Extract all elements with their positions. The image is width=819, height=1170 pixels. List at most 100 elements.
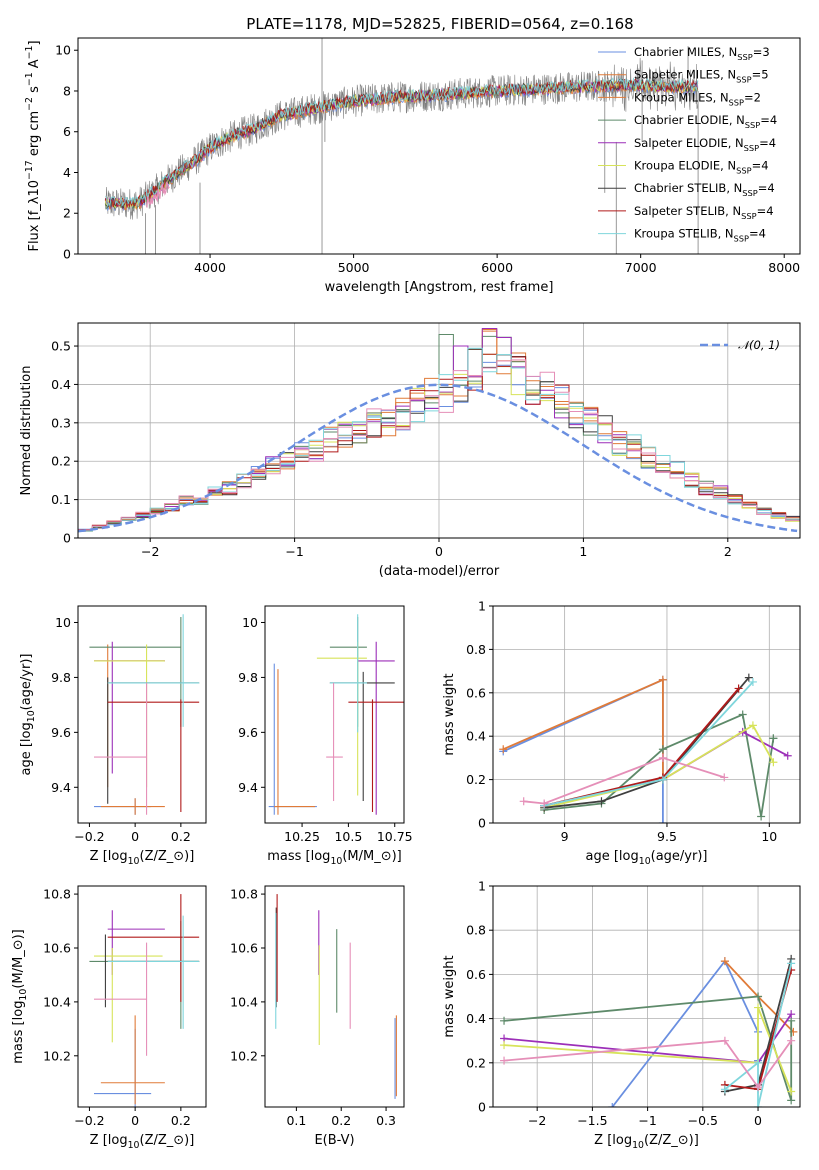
plot-area — [499, 673, 792, 823]
y-tick-label: 9.8 — [238, 670, 258, 685]
y-tick-label: 0.2 — [51, 454, 71, 469]
y-tick-label: 2 — [63, 206, 71, 221]
plot-area — [89, 614, 200, 815]
legend-label: Kroupa MILES, NSSP=2 — [634, 90, 761, 107]
weight-marker — [720, 773, 729, 782]
weight-marker — [720, 1085, 729, 1094]
weight-marker — [597, 797, 606, 806]
weight-marker — [608, 1103, 617, 1107]
weight-marker — [519, 797, 528, 806]
x-tick-label: 0 — [131, 1113, 139, 1128]
weight-marker — [734, 684, 743, 693]
weight-marker — [738, 710, 747, 719]
weight-line — [544, 730, 789, 807]
y-tick-label: 9.8 — [51, 670, 71, 685]
x-tick-label: 5000 — [338, 260, 370, 275]
x-tick-label: 9 — [561, 829, 569, 844]
y-tick-label: 8 — [63, 83, 71, 98]
y-tick-label: 0.2 — [466, 1055, 486, 1070]
panel-mass_vs_age: 10.25 10.5 10.75 9.4 9.6 9.8 10 mass [log10(M/M… — [238, 605, 413, 867]
x-tick-label: −0.5 — [688, 1113, 718, 1128]
x-tick-label: 6000 — [481, 260, 513, 275]
y-tick-label: 10.4 — [43, 994, 71, 1009]
y-tick-label: 0 — [63, 247, 71, 262]
x-tick-label: 0.2 — [331, 1113, 351, 1128]
panel-age_weight: 9 9.5 10 0 0.2 0.4 0.6 0.8 1 age [log10(age/yr)] m… — [442, 599, 801, 867]
x-tick-label: 8000 — [768, 260, 800, 275]
y-tick-label: 0.5 — [51, 339, 71, 354]
y-axis-label: Normed distribution — [19, 366, 34, 496]
x-tick-label: 10.5 — [334, 829, 362, 844]
weight-line — [502, 678, 664, 778]
weight-marker — [757, 812, 766, 821]
x-axis-label: Z [log10(Z/Z_⊙)] — [90, 849, 195, 867]
weight-marker — [787, 1087, 796, 1096]
weight-marker — [754, 1103, 763, 1107]
weight-marker — [500, 1056, 509, 1065]
weight-marker — [658, 753, 667, 762]
legend: Chabrier MILES, NSSP=3 Salpeter MILES, NS… — [598, 45, 777, 244]
weight-marker — [787, 1096, 796, 1105]
y-tick-label: 0.4 — [466, 1011, 486, 1026]
histogram-step — [78, 347, 800, 532]
legend-label: Kroupa ELODIE, NSSP=4 — [634, 159, 769, 176]
x-tick-label: 9.5 — [657, 829, 677, 844]
y-tick-label: 0 — [63, 531, 71, 546]
x-axis-label: age [log10(age/yr)] — [586, 849, 708, 867]
axes-frame — [492, 605, 801, 824]
y-tick-label: 10.6 — [43, 940, 71, 955]
y-axis-label: mass weight — [442, 955, 457, 1037]
axes-frame — [492, 885, 801, 1108]
x-tick-label: −1.5 — [577, 1113, 607, 1128]
x-axis-label: E(B-V) — [314, 1133, 354, 1148]
x-tick-label: 0.3 — [376, 1113, 396, 1128]
weight-marker — [787, 959, 796, 968]
y-tick-label: 0.2 — [466, 772, 486, 787]
weight-marker — [748, 677, 757, 686]
weight-marker — [769, 758, 778, 767]
weight-line — [544, 677, 750, 809]
y-tick-label: 9.6 — [51, 725, 71, 740]
legend-label: Kroupa STELIB, NSSP=4 — [634, 227, 766, 244]
y-tick-label: 4 — [63, 165, 71, 180]
y-axis-label: Flux [f_λ10−17 erg cm−2 s−1 A−1] — [24, 40, 42, 251]
y-tick-label: 10.2 — [230, 1048, 258, 1063]
legend-label: Salpeter STELIB, NSSP=4 — [634, 204, 774, 221]
panel-residuals: −2 −1 0 1 2 0 0.1 0.2 0.3 0.4 0.5 (data-model)/erro… — [19, 322, 801, 579]
x-tick-label: 10 — [761, 829, 777, 844]
x-tick-label: 0.1 — [286, 1113, 306, 1128]
x-tick-label: 7000 — [625, 260, 657, 275]
y-tick-label: 9.4 — [51, 780, 71, 795]
x-tick-label: 0.2 — [171, 829, 191, 844]
y-tick-label: 0.8 — [466, 642, 486, 657]
weight-line — [523, 756, 725, 805]
weight-marker — [744, 673, 753, 682]
y-tick-label: 9.4 — [238, 780, 258, 795]
weight-line — [503, 1007, 793, 1092]
y-tick-label: 10 — [242, 615, 258, 630]
x-tick-label: 10.75 — [377, 829, 413, 844]
y-tick-label: 1 — [478, 599, 486, 614]
x-axis-label: (data-model)/error — [379, 564, 500, 579]
y-tick-label: 0.4 — [51, 377, 71, 392]
x-tick-label: 0.2 — [171, 1113, 191, 1128]
weight-marker — [500, 1016, 509, 1025]
weight-line — [543, 724, 775, 809]
x-axis-label: Z [log10(Z/Z_⊙)] — [90, 1133, 195, 1151]
y-tick-label: 10.8 — [230, 887, 258, 902]
panel-z_weight: −2 −1.5 −1 −0.5 0 0 0.2 0.4 0.6 0.8 1 Z [log10(Z/Z_… — [442, 879, 801, 1151]
legend-label: Chabrier STELIB, NSSP=4 — [634, 181, 775, 198]
y-axis-label: mass [log10(M/M_⊙)] — [11, 929, 29, 1064]
gaussian-curve — [78, 383, 798, 533]
x-tick-label: −0.2 — [74, 1113, 104, 1128]
weight-marker — [499, 745, 508, 754]
y-tick-label: 9.6 — [238, 725, 258, 740]
model-spectrum-line — [146, 181, 170, 208]
legend-label: Chabrier MILES, NSSP=3 — [634, 45, 770, 62]
weight-marker — [658, 675, 667, 684]
model-spectrum-line — [104, 78, 699, 208]
x-tick-label: −2 — [141, 544, 159, 559]
plot-area — [500, 954, 798, 1107]
x-axis-label: Z [log10(Z/Z_⊙)] — [594, 1133, 699, 1151]
